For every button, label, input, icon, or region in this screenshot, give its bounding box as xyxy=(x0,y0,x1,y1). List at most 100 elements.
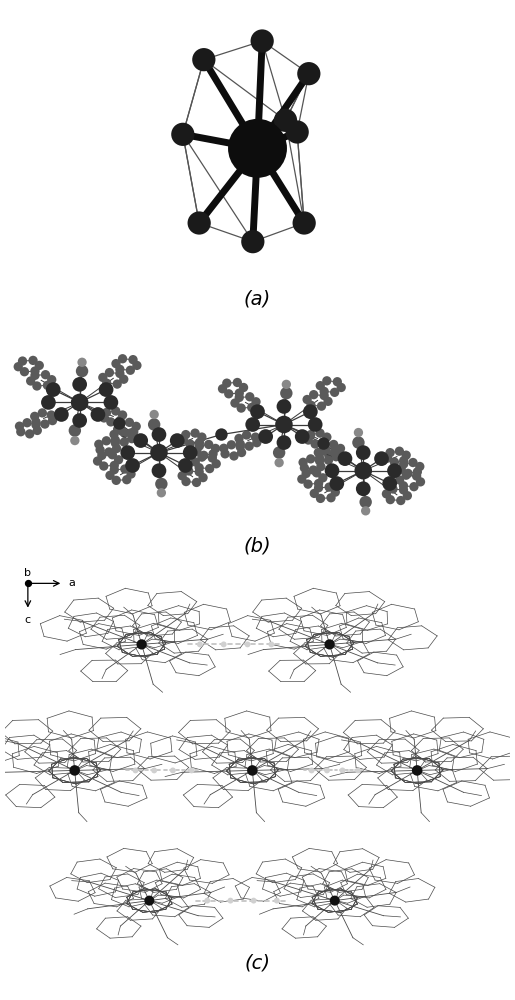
Point xyxy=(235,430,243,446)
Point xyxy=(126,425,134,441)
Point xyxy=(76,376,84,392)
Point xyxy=(115,416,124,432)
Point xyxy=(248,762,256,778)
Point xyxy=(300,215,308,231)
Point xyxy=(220,440,228,456)
Point xyxy=(389,481,397,497)
Point xyxy=(253,404,262,420)
Point xyxy=(325,479,333,495)
Point xyxy=(325,636,334,652)
Point xyxy=(249,417,257,433)
Point xyxy=(275,455,283,471)
Point xyxy=(99,369,107,385)
Point xyxy=(231,395,239,411)
Point xyxy=(182,474,190,490)
Point xyxy=(126,362,134,378)
Point xyxy=(71,762,79,778)
Point xyxy=(390,454,399,470)
Point xyxy=(27,373,35,389)
Point xyxy=(253,140,262,156)
Point xyxy=(324,447,333,463)
Point xyxy=(399,478,407,494)
Point xyxy=(323,429,331,445)
Point xyxy=(336,440,345,456)
Point xyxy=(23,415,31,431)
Point xyxy=(354,435,363,451)
Point xyxy=(354,762,362,778)
Point xyxy=(282,385,290,401)
Point xyxy=(41,416,49,432)
Point xyxy=(186,436,194,452)
Point xyxy=(320,383,328,399)
Point xyxy=(409,455,417,471)
Point xyxy=(193,474,201,490)
Point xyxy=(98,447,106,463)
Point xyxy=(333,476,341,492)
Point xyxy=(324,452,333,468)
Point xyxy=(251,429,260,445)
Point xyxy=(14,359,22,375)
Point xyxy=(145,893,153,909)
Point xyxy=(157,476,165,492)
Point xyxy=(131,762,140,778)
Point xyxy=(227,437,235,453)
Point xyxy=(316,453,324,469)
Point xyxy=(100,410,108,426)
Text: (b): (b) xyxy=(244,536,271,555)
Point xyxy=(116,365,124,381)
Point xyxy=(310,387,318,403)
Point xyxy=(138,636,146,652)
Point xyxy=(395,443,403,459)
Point xyxy=(102,375,111,391)
Point xyxy=(298,471,306,487)
Point xyxy=(120,434,128,450)
Point xyxy=(31,367,39,383)
Point xyxy=(19,353,27,369)
Point xyxy=(320,438,329,454)
Point xyxy=(121,461,129,477)
Point xyxy=(205,461,214,477)
Point xyxy=(330,436,338,452)
Point xyxy=(112,403,120,419)
Point xyxy=(324,393,332,409)
Point xyxy=(386,492,394,508)
Point xyxy=(331,384,339,400)
Point xyxy=(14,584,22,600)
Point xyxy=(311,417,319,433)
Point xyxy=(47,372,56,388)
Point xyxy=(235,389,244,405)
Point xyxy=(127,466,135,482)
Point xyxy=(303,392,311,408)
Point xyxy=(195,438,203,454)
Point xyxy=(178,468,186,484)
Point xyxy=(327,490,335,506)
Point xyxy=(47,407,55,423)
Point xyxy=(404,465,412,481)
Point xyxy=(71,433,79,449)
Point xyxy=(377,451,386,467)
Point xyxy=(78,354,86,370)
Point xyxy=(195,464,203,480)
Text: (a): (a) xyxy=(244,290,271,308)
Point xyxy=(112,356,120,372)
Point xyxy=(108,447,116,463)
Point xyxy=(196,636,204,652)
Point xyxy=(306,404,315,420)
Point xyxy=(113,376,122,392)
Point xyxy=(413,762,421,778)
Point xyxy=(248,399,256,415)
Point xyxy=(317,459,325,475)
Point xyxy=(57,406,65,422)
Point xyxy=(230,448,238,464)
Point xyxy=(338,762,347,778)
Point xyxy=(396,472,404,488)
Point xyxy=(416,458,424,474)
Point xyxy=(359,445,367,461)
Point xyxy=(331,443,339,459)
Point xyxy=(16,424,25,440)
Point xyxy=(320,388,328,404)
Point xyxy=(359,481,367,497)
Text: (c): (c) xyxy=(245,954,270,973)
Point xyxy=(397,461,405,477)
Point xyxy=(328,463,336,479)
